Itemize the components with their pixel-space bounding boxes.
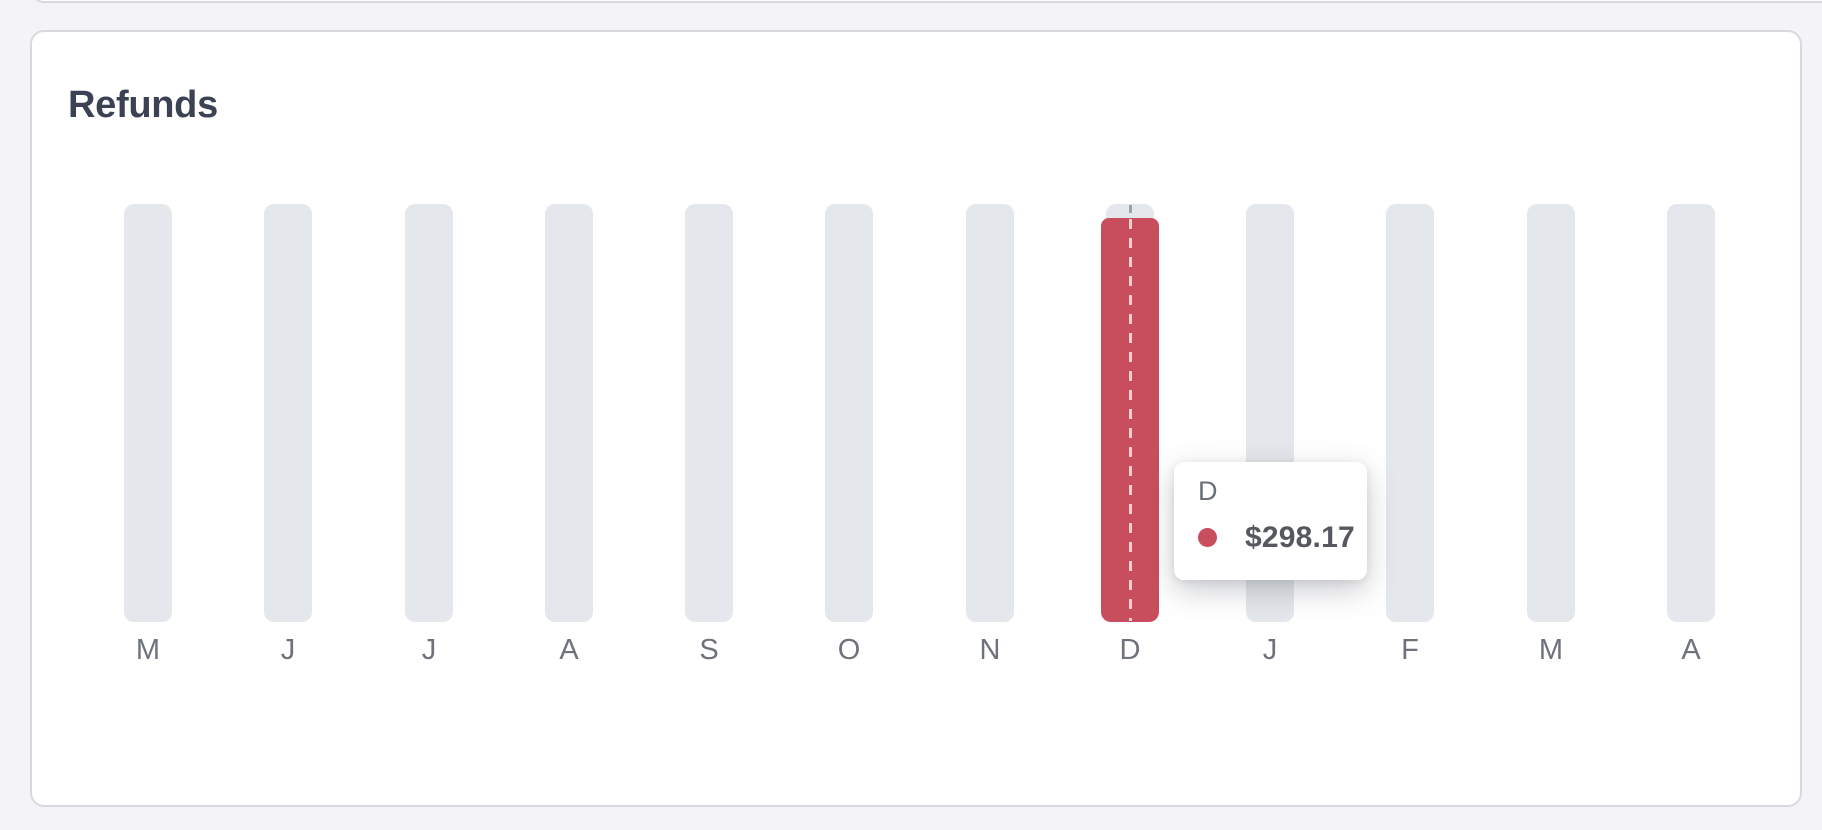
x-axis-label-8: J bbox=[1262, 634, 1278, 666]
x-axis-label-9: F bbox=[1401, 634, 1419, 666]
x-axis-label-6: N bbox=[979, 634, 1001, 666]
x-axis-label-0: M bbox=[135, 634, 161, 666]
bar-month-6[interactable] bbox=[966, 204, 1014, 622]
x-axis-label-10: M bbox=[1538, 634, 1564, 666]
card-title: Refunds bbox=[68, 84, 218, 126]
bar-month-5[interactable] bbox=[825, 204, 873, 622]
x-axis-label-2: J bbox=[421, 634, 437, 666]
x-axis-label-7: D bbox=[1119, 634, 1141, 666]
bar-month-0[interactable] bbox=[124, 204, 172, 622]
tooltip-value: $298.17 bbox=[1245, 520, 1355, 554]
x-axis-label-3: A bbox=[559, 634, 579, 666]
bar-month-1[interactable] bbox=[264, 204, 312, 622]
bar-month-10[interactable] bbox=[1527, 204, 1575, 622]
x-axis-label-5: O bbox=[837, 634, 861, 666]
series-dot-icon bbox=[1198, 528, 1217, 548]
cursor-dashed-line-top bbox=[1128, 205, 1132, 218]
tooltip-value-row: $298.17 bbox=[1198, 521, 1367, 555]
tooltip-category-label: D bbox=[1198, 476, 1218, 506]
x-axis-label-11: A bbox=[1681, 634, 1701, 666]
x-axis-label-1: J bbox=[280, 634, 296, 666]
previous-card-bottom-edge bbox=[30, 0, 1822, 3]
bar-month-3[interactable] bbox=[545, 204, 593, 622]
bar-month-4[interactable] bbox=[685, 204, 733, 622]
bar-month-9[interactable] bbox=[1386, 204, 1434, 622]
refunds-card: Refunds M J J A S O N D J F M A D $298.17 bbox=[30, 30, 1802, 807]
x-axis-label-4: S bbox=[699, 634, 719, 666]
chart-tooltip: D $298.17 bbox=[1174, 462, 1367, 580]
refunds-bar-chart: M J J A S O N D J F M A bbox=[32, 32, 1800, 805]
bar-month-11[interactable] bbox=[1667, 204, 1715, 622]
bar-month-2[interactable] bbox=[405, 204, 453, 622]
cursor-dashed-line bbox=[1128, 219, 1132, 621]
